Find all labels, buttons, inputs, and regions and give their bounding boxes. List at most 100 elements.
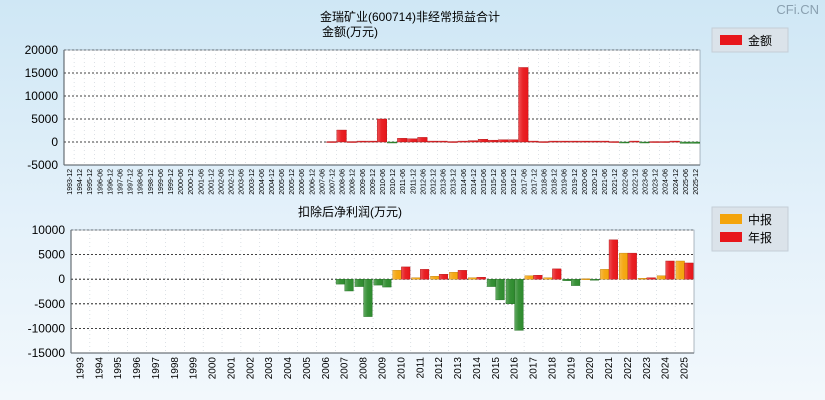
chart1-xtick-label: 2022-06: [622, 169, 629, 195]
chart2-legend-swatch: [720, 232, 742, 242]
chart1-bar: [589, 140, 599, 143]
chart2-xtick-label: 2004: [283, 357, 294, 380]
chart1-bar: [639, 141, 650, 144]
chart2-bar-interim: [373, 279, 383, 286]
chart1-xtick-label: 2009-12: [370, 169, 377, 195]
chart2-legend-swatch: [720, 214, 742, 224]
chart2-xtick-label: 2021: [604, 357, 615, 380]
chart2-bar-interim: [468, 277, 478, 280]
chart1-xtick-label: 2004-06: [259, 169, 266, 195]
chart2-xtick-label: 2005: [302, 357, 313, 380]
chart1-bar: [528, 140, 539, 143]
chart1-ytick-label: 0: [51, 135, 58, 149]
chart2-xtick-label: 2022: [623, 357, 634, 380]
chart2-bar-annual: [382, 279, 392, 288]
chart2-plot-area: [71, 230, 694, 353]
chart1-xtick-label: 2008-06: [340, 169, 347, 195]
chart1-xtick-label: 1996-06: [97, 169, 104, 195]
chart2-xtick-label: 1993: [75, 357, 86, 380]
chart1-bar: [387, 141, 398, 144]
chart2-bar-interim: [675, 260, 685, 280]
chart2-bar-annual: [495, 279, 505, 301]
chart1-legend-box: [711, 27, 789, 53]
chart1-xtick-label: 2014-12: [471, 169, 478, 195]
chart1-xtick-label: 1998-06: [138, 169, 145, 195]
chart2-xtick-label: 2007: [340, 357, 351, 380]
chart2-ytick-label: -10000: [28, 321, 66, 335]
chart1-xtick-label: 2025-12: [693, 169, 700, 195]
chart1-xtick-label: 2023-12: [653, 169, 660, 195]
chart2-ytick-label: -15000: [28, 346, 66, 360]
chart2-bar-interim: [411, 277, 421, 280]
chart1-plot-frame: [63, 49, 701, 166]
chart2-title: 扣除后净利润(万元): [298, 204, 402, 219]
chart1-bar: [659, 141, 670, 143]
chart1-bar: [488, 139, 499, 143]
chart1-bar: [447, 141, 458, 143]
chart2-xtick-label: 1995: [113, 357, 124, 380]
chart1-xtick-label: 2010-06: [380, 169, 387, 195]
chart2-bar-annual: [457, 270, 467, 280]
chart1-xtick-label: 2018-06: [542, 169, 549, 195]
chart1-bar: [457, 140, 468, 143]
chart2-bar-annual: [514, 279, 524, 331]
chart1-plot-area: [64, 50, 700, 165]
chart2-legend-label: 年报: [748, 230, 772, 245]
chart1-subtitle: 金额(万元): [322, 24, 378, 39]
chart1-bar: [346, 141, 357, 143]
chart2-bar-interim: [430, 276, 440, 280]
chart2-bar-interim: [637, 278, 648, 280]
chart1-xtick-label: 1997-12: [128, 169, 135, 195]
chart1-xtick-label: 2001-06: [198, 169, 205, 195]
chart1-xtick-label: 2013-06: [441, 169, 448, 195]
chart2-ytick-label: 0: [58, 272, 65, 286]
chart1-bar: [669, 140, 680, 143]
chart2-bar-annual: [476, 277, 486, 280]
chart1-xtick-label: 2016-12: [511, 169, 518, 195]
chart1-xtick-label: 2018-12: [552, 169, 559, 195]
chart2-bar-annual: [665, 260, 675, 280]
chart2-bar-annual: [533, 275, 543, 280]
chart1-bar: [467, 140, 478, 143]
chart1-xtick-label: 2006-06: [299, 169, 306, 195]
chart2-bar-annual: [646, 277, 656, 280]
chart2-xtick-label: 1998: [170, 357, 181, 380]
chart1-bar: [548, 140, 559, 143]
chart1-xtick-label: 2006-12: [309, 169, 316, 195]
chart1-xtick-label: 1993-12: [67, 169, 74, 195]
chart1-xtick-label: 2010-12: [390, 169, 397, 195]
chart1-bar: [558, 140, 569, 143]
chart2-xtick-label: 2010: [396, 357, 407, 380]
chart1-bar: [427, 140, 438, 143]
chart1-xtick-label: 2015-06: [481, 169, 488, 195]
chart2-bar-interim: [505, 279, 515, 305]
chart1-xtick-label: 1996-12: [107, 169, 114, 195]
chart2-xtick-label: 2014: [472, 357, 483, 380]
chart2-bar-interim: [656, 275, 666, 280]
chart1-xtick-label: 2020-12: [592, 169, 599, 195]
chart1-legend-label: 金额: [748, 33, 772, 48]
chart1-bar: [568, 140, 579, 143]
chart2-xtick-label: 2019: [566, 357, 577, 380]
chart2-bar-interim: [581, 278, 591, 280]
chart2-bar-interim: [524, 275, 534, 280]
chart1-xtick-label: 2025-06: [683, 169, 690, 195]
chart1-xtick-label: 2013-12: [451, 169, 458, 195]
chart2-bar-interim: [354, 279, 364, 287]
chart1-ytick-label: 5000: [31, 112, 58, 126]
chart2-bar-annual: [344, 279, 354, 292]
chart1-bar: [377, 118, 387, 143]
chart2-xtick-label: 1994: [94, 357, 105, 380]
chart2-xtick-label: 1999: [189, 357, 200, 380]
chart1-xtick-label: 2007-06: [319, 169, 326, 195]
chart1-ytick-label: -5000: [27, 158, 58, 172]
chart1-xtick-label: 2021-06: [602, 169, 609, 195]
chart1-xtick-label: 1998-12: [148, 169, 155, 195]
chart2-bar-annual: [420, 269, 430, 280]
chart1-bar: [397, 138, 408, 143]
chart2-plot-frame: [70, 229, 695, 354]
chart2-xtick-label: 2023: [642, 357, 653, 380]
chart1-bar: [326, 141, 337, 143]
chart1-xtick-label: 1994-12: [77, 169, 84, 195]
chart1-xtick-label: 2014-06: [461, 169, 468, 195]
